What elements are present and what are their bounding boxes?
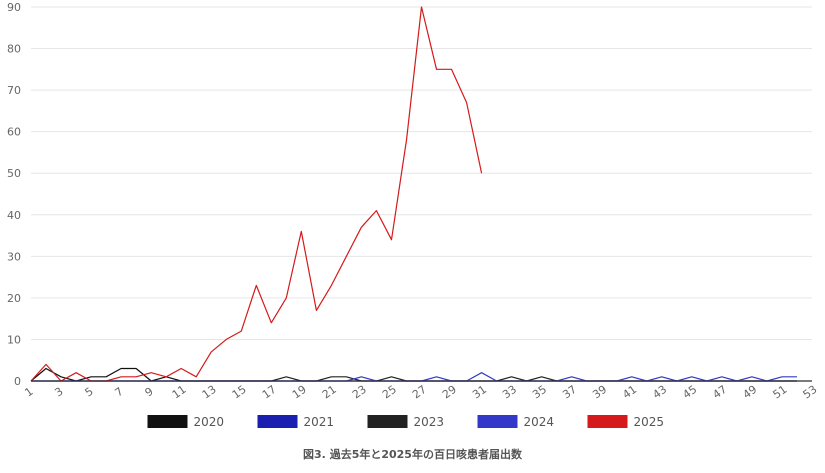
x-tick-label: 31 <box>470 383 489 402</box>
y-tick-label: 60 <box>7 126 21 139</box>
legend-label: 2024 <box>524 415 555 429</box>
y-tick-label: 70 <box>7 84 21 97</box>
x-tick-label: 23 <box>350 383 369 402</box>
x-tick-label: 7 <box>113 385 126 400</box>
legend-item-2023[interactable]: 2023 <box>367 415 445 429</box>
y-tick-label: 50 <box>7 167 21 180</box>
legend-item-2021[interactable]: 2021 <box>257 415 335 429</box>
legend-swatch <box>367 415 408 428</box>
legend-item-2020[interactable]: 2020 <box>147 415 225 429</box>
x-tick-label: 43 <box>650 383 669 402</box>
chart-caption: 図3. 過去5年と2025年の百日咳患者届出数 <box>303 448 522 461</box>
x-tick-label: 45 <box>680 383 699 402</box>
legend-label: 2021 <box>304 415 335 429</box>
x-tick-label: 53 <box>801 383 820 402</box>
x-tick-label: 25 <box>380 383 399 402</box>
x-tick-label: 47 <box>710 383 729 402</box>
legend[interactable]: 2020 2021 2023 2024 2025 <box>147 415 665 429</box>
x-tick-label: 35 <box>530 383 549 402</box>
legend-label: 2025 <box>634 415 665 429</box>
legend-item-2024[interactable]: 2024 <box>477 415 555 429</box>
x-tick-label: 3 <box>52 385 65 400</box>
x-tick-label: 5 <box>82 385 95 400</box>
y-tick-label: 80 <box>7 43 21 56</box>
legend-swatch <box>257 415 298 428</box>
x-tick-label: 1 <box>22 385 35 400</box>
x-tick-label: 9 <box>143 385 156 400</box>
series-lines <box>30 6 812 382</box>
x-tick-label: 37 <box>560 383 579 402</box>
y-tick-label: 20 <box>7 292 21 305</box>
x-tick-label: 29 <box>440 383 459 402</box>
x-tick-label: 41 <box>620 383 639 402</box>
legend-swatch <box>587 415 628 428</box>
legend-swatch <box>147 415 188 428</box>
x-tick-label: 27 <box>410 383 429 402</box>
legend-item-2025[interactable]: 2025 <box>587 415 665 429</box>
legend-label: 2020 <box>194 415 225 429</box>
legend-swatch <box>477 415 518 428</box>
x-tick-label: 19 <box>290 383 309 402</box>
x-tick-label: 13 <box>200 383 219 402</box>
series-line-2025 <box>30 6 483 382</box>
x-tick-label: 17 <box>260 383 279 402</box>
x-tick-label: 33 <box>500 383 519 402</box>
x-tick-label: 49 <box>740 383 759 402</box>
x-tick-label: 51 <box>770 383 789 402</box>
y-tick-label: 40 <box>7 209 21 222</box>
gridlines <box>31 6 812 382</box>
y-tick-label: 30 <box>7 250 21 263</box>
x-tick-label: 11 <box>170 383 189 402</box>
x-axis-ticks: 1 3 5 7 9 11 13 15 17 19 21 23 25 27 29 31 33 35 37 39 41 43 4… <box>22 383 819 402</box>
legend-label: 2023 <box>414 415 445 429</box>
x-tick-label: 21 <box>320 383 339 402</box>
x-tick-label: 15 <box>230 383 249 402</box>
x-tick-label: 39 <box>590 383 609 402</box>
y-tick-label: 90 <box>7 1 21 14</box>
y-tick-label: 10 <box>7 333 21 346</box>
series-line-2020 <box>30 367 812 382</box>
y-tick-label: 0 <box>14 375 21 388</box>
y-axis-ticks: 0 10 20 30 40 50 60 70 80 90 <box>7 1 21 388</box>
